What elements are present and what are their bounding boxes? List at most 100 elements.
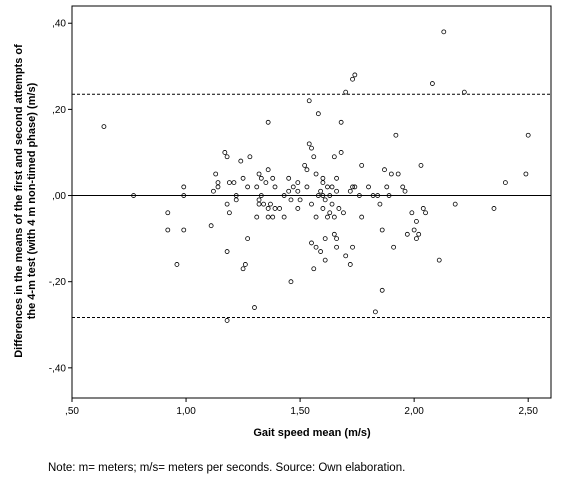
data-point (359, 162, 365, 168)
data-point (256, 171, 262, 177)
data-point (295, 188, 301, 194)
data-point (318, 188, 324, 194)
data-point (377, 201, 383, 207)
data-point (265, 167, 271, 173)
data-point (491, 206, 497, 211)
data-point (502, 180, 508, 186)
data-point (215, 184, 221, 190)
data-point (295, 206, 301, 211)
data-point (181, 227, 187, 233)
data-point (372, 309, 378, 315)
data-point (414, 236, 419, 242)
data-point (268, 201, 273, 207)
data-point (261, 201, 267, 207)
y-tick-label: -,20 (49, 277, 67, 288)
data-point (226, 180, 232, 186)
data-point (386, 193, 392, 198)
data-point (525, 132, 531, 138)
data-point (247, 154, 253, 160)
data-point (393, 132, 399, 138)
data-point (341, 210, 346, 216)
data-point (382, 167, 387, 173)
data-point (288, 197, 294, 203)
data-point (286, 175, 292, 181)
data-point (320, 206, 326, 211)
data-point (350, 184, 355, 190)
data-point (258, 193, 264, 198)
data-point (304, 167, 310, 173)
data-point (350, 244, 355, 250)
data-point (165, 227, 171, 233)
x-axis-ticks: ,50 1,00 1,50 2,00 2,50 (65, 398, 538, 417)
data-point (245, 184, 251, 190)
data-point (290, 184, 296, 190)
data-point (315, 193, 321, 198)
data-point (258, 175, 264, 181)
data-point (315, 111, 321, 117)
data-point (347, 188, 353, 194)
y-tick-label: ,20 (52, 105, 66, 116)
data-point (254, 184, 260, 190)
data-point (325, 184, 330, 190)
data-point (281, 193, 287, 198)
data-point (329, 201, 335, 207)
data-point (295, 180, 301, 186)
data-point (208, 223, 214, 229)
data-point (313, 244, 319, 250)
data-point (181, 184, 187, 190)
data-point (379, 227, 385, 233)
data-point (224, 249, 230, 254)
data-point (131, 193, 136, 198)
data-point (429, 81, 435, 86)
data-point (311, 154, 317, 160)
data-point (359, 214, 365, 220)
data-point (452, 201, 458, 207)
data-point (350, 76, 355, 82)
data-point (327, 210, 333, 216)
data-point (334, 236, 339, 242)
data-point (309, 201, 314, 207)
y-tick-label: ,40 (52, 19, 66, 30)
data-point (265, 206, 271, 211)
data-point (254, 214, 260, 220)
data-point (329, 184, 335, 190)
data-point (334, 244, 339, 250)
data-point (288, 279, 294, 285)
data-point (366, 184, 371, 190)
data-point (523, 171, 529, 177)
data-point (343, 89, 349, 95)
data-point (331, 231, 337, 237)
y-axis-title-line-2: the 4-m test (with 4 m non-timed phase) … (26, 82, 38, 319)
data-point (404, 231, 410, 237)
data-point (441, 29, 447, 35)
data-point (375, 193, 381, 198)
data-point (325, 214, 330, 220)
data-point (352, 72, 358, 78)
data-point (402, 188, 408, 194)
x-tick-label: 2,00 (404, 406, 424, 417)
limit-lines (72, 93, 551, 318)
data-point (334, 175, 339, 181)
data-point (165, 210, 171, 216)
data-point (306, 98, 312, 104)
data-point (272, 184, 278, 190)
data-point (309, 145, 314, 151)
data-point (224, 154, 230, 160)
data-point (277, 206, 282, 211)
data-point (322, 236, 328, 242)
data-point (309, 240, 314, 246)
data-point (224, 201, 230, 207)
data-point (304, 184, 310, 190)
x-tick-label: 2,50 (518, 406, 538, 417)
data-point (347, 262, 353, 267)
data-point (352, 184, 358, 190)
data-point (331, 214, 337, 220)
x-tick-label: 1,50 (290, 406, 310, 417)
data-point (265, 119, 271, 125)
data-point (318, 249, 324, 254)
data-point (222, 150, 228, 155)
data-point (436, 257, 442, 263)
data-point (238, 158, 244, 164)
data-point (414, 218, 419, 224)
